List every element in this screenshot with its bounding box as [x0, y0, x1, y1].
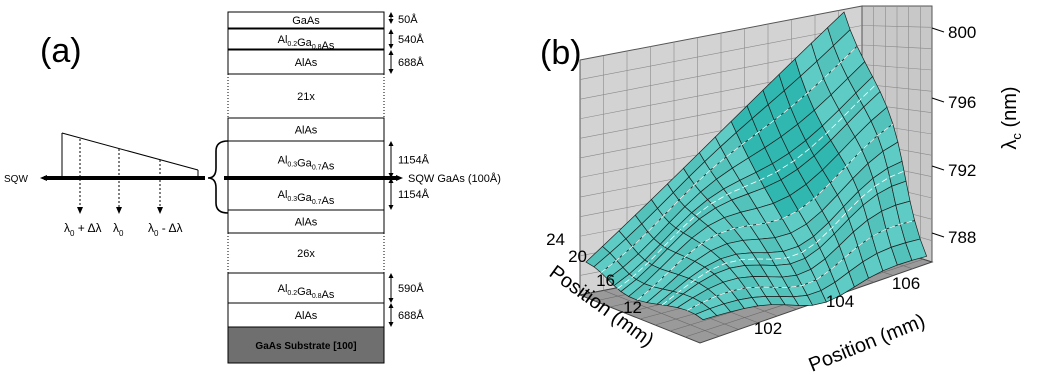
lambda-label: λ0	[113, 221, 124, 238]
surface-cell	[905, 238, 928, 261]
layer-label: AlAs	[295, 125, 318, 137]
layer-thickness: 1154Å	[398, 154, 430, 167]
layer-thickness: 590Å	[398, 282, 424, 295]
lambda-labels: λ0 + Δλ λ0 λ0 - Δλ	[64, 221, 182, 238]
layer-thickness: 540Å	[398, 33, 424, 46]
surface-contour	[617, 83, 877, 290]
arrow-up-icon	[388, 141, 394, 146]
y-tick-label: 20	[568, 247, 587, 266]
layer-box	[227, 49, 385, 75]
sqw-right-label: SQW GaAs (100Å)	[408, 172, 501, 185]
z-tick-label: 796	[948, 93, 976, 112]
x-tick-label: 104	[826, 292, 854, 311]
lambda-label: λ0 + Δλ	[64, 221, 101, 238]
arrow-up-icon	[388, 12, 394, 17]
surface-contour	[661, 170, 905, 306]
surface-contour	[600, 45, 858, 273]
layer-box	[227, 209, 385, 234]
layer-label: GaAs	[292, 15, 320, 27]
layer-thickness: 688Å	[398, 56, 424, 69]
layer-label: Al0.3Ga0.7As	[278, 155, 335, 173]
arrow-up-icon	[388, 273, 394, 278]
layer-label: GaAs Substrate [100]	[255, 341, 356, 352]
arrow-up-icon	[388, 178, 394, 183]
x-tick-label: 106	[892, 274, 920, 293]
panel-b-label: (b)	[540, 34, 582, 72]
y-tick-label: 16	[596, 271, 615, 290]
lambda-label: λ0 - Δλ	[148, 221, 182, 238]
thickness-wedge-schematic	[40, 132, 205, 214]
layer-thickness: 1154Å	[398, 188, 430, 201]
arrow-down-icon	[388, 19, 394, 24]
y-tick-label: 24	[546, 230, 565, 249]
x-axis-ticks: 102 104 106	[754, 274, 920, 338]
layer-label: Al0.2Ga0.8As	[278, 34, 335, 52]
layer-box	[227, 28, 385, 50]
x-tick-label: 102	[754, 319, 782, 338]
layer-label: 21x	[297, 91, 315, 103]
layer-label: AlAs	[295, 217, 318, 229]
layer-box	[227, 272, 385, 304]
layer-thickness: 688Å	[398, 309, 424, 322]
arrow-down-icon	[388, 205, 394, 210]
arrow-down-icon	[388, 173, 394, 178]
layer-label: Al0.2Ga0.8As	[278, 283, 335, 301]
arrow-up-icon	[388, 50, 394, 55]
z-tick-label: 800	[948, 23, 976, 42]
arrow-down-icon	[157, 207, 163, 214]
layer-label: AlAs	[295, 57, 318, 69]
y-tick-label: 12	[623, 298, 642, 317]
surface-contour	[686, 220, 915, 311]
z-axis-label: λc (nm)	[999, 86, 1024, 149]
arrow-up-icon	[388, 29, 394, 34]
layer-box	[227, 302, 385, 328]
arrow-down-icon	[388, 44, 394, 49]
z-tick-label: 792	[948, 161, 976, 180]
sqw-left-label: SQW	[4, 174, 28, 185]
arrow-down-icon	[388, 322, 394, 327]
z-tick-label: 788	[948, 228, 976, 247]
panel-a-label: (a)	[40, 32, 82, 70]
arrow-down-icon	[388, 69, 394, 74]
wavelength-surface	[585, 11, 928, 321]
brace-icon	[207, 140, 229, 214]
layer-box	[227, 140, 385, 179]
arrow-down-icon	[77, 207, 83, 214]
x-axis-label: Position (mm)	[806, 310, 929, 376]
layer-label: AlAs	[295, 310, 318, 322]
arrow-up-icon	[388, 303, 394, 308]
layer-label: Al0.3Ga0.7As	[278, 189, 335, 207]
sqw-arrow-right-icon	[396, 175, 403, 181]
layer-thickness: 50Å	[398, 13, 418, 26]
layer-label: 26x	[297, 248, 315, 260]
sqw-arrow-left-icon	[40, 175, 47, 181]
arrow-down-icon	[116, 207, 122, 214]
surface-contour	[636, 123, 894, 301]
layer-box	[227, 326, 385, 364]
z-axis-ticks: 800 796 792 788	[931, 23, 976, 247]
layer-stack: GaAs 50Å Al0.2Ga0.8As 540Å AlAs 688Å 21x AlAs Al…	[227, 11, 430, 364]
layer-box	[227, 11, 385, 29]
arrow-down-icon	[388, 298, 394, 303]
